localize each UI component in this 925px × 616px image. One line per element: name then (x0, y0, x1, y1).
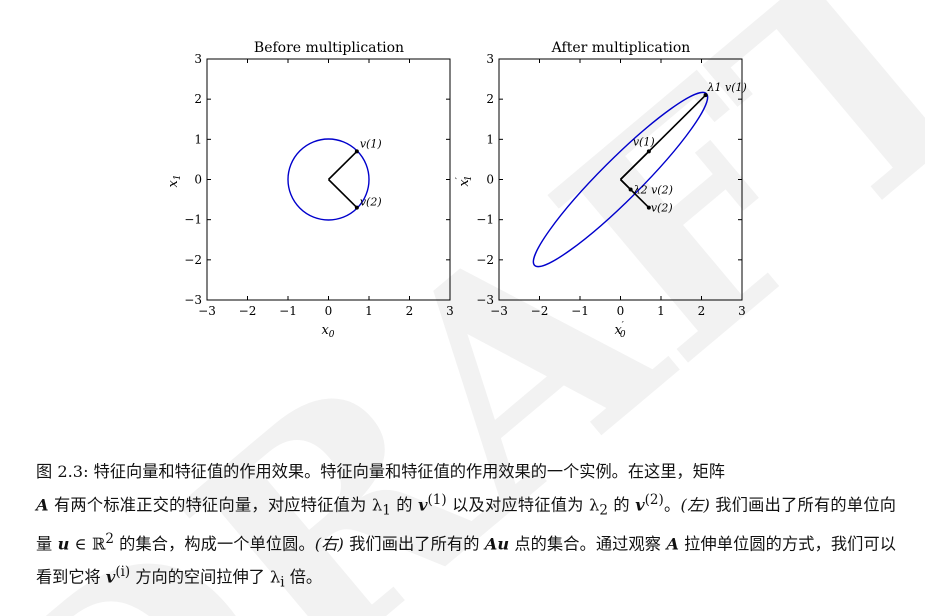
before-vector-v1 (327, 150, 358, 181)
before-title: Before multiplication (254, 40, 404, 56)
before-ytick-label: 3 (194, 52, 202, 66)
caption-matrix-a: A (36, 495, 49, 515)
caption-text: 图 2.3: 特征向量和特征值的作用效果。特征向量和特征值的作用效果的一个实例。… (36, 462, 725, 481)
before-ytick-label: −2 (184, 253, 202, 267)
after-vector-label-v1: v(1) (633, 135, 655, 148)
caption-left-tag: (左) (680, 495, 710, 515)
before-vector-label-v1: v(1) (360, 137, 382, 150)
after-vector-label-v2: v(2) (651, 202, 673, 215)
before-ytick-label: 0 (194, 173, 202, 187)
caption-text: 我们画出了所有的单位向量 (36, 495, 896, 554)
caption-superscript: (1) (427, 492, 447, 508)
after-vectors: λ1 v(1) v(1) λ2 v(2) v(2) (619, 81, 747, 215)
after-ytick-label: −2 (476, 253, 494, 267)
caption-superscript: (2) (644, 492, 664, 508)
caption-subscript: 1 (382, 502, 391, 519)
before-xtick-label: −1 (279, 304, 297, 318)
caption-vector-v: v (105, 567, 116, 587)
caption-text: 方向的空间拉伸了 λ (130, 567, 281, 587)
eigen-figure: Before multiplication −3−3−2−2−1−1001122… (166, 40, 747, 340)
caption-text: ∈ ℝ (69, 534, 106, 554)
caption-subscript: i (280, 574, 285, 591)
caption-text: 。 (663, 495, 681, 515)
caption-superscript: (i) (115, 564, 131, 581)
before-vector-tip-v1 (354, 149, 359, 154)
before-ytick-label: −1 (184, 213, 202, 227)
figure-caption: 图 2.3: 特征向量和特征值的作用效果。特征向量和特征值的作用效果的一个实例。… (36, 458, 896, 597)
after-panel: After multiplication −3−3 −2 −2 −1 −1 0 0 1 1 2 2 3… (455, 40, 747, 340)
caption-matrix-a: A (666, 534, 679, 554)
after-ytick-label: 0 (486, 173, 494, 187)
after-ytick-label: −1 (476, 213, 494, 227)
caption-vector-v: v (418, 495, 428, 515)
before-unit-circle (287, 138, 370, 221)
after-ytick-label: 3 (486, 52, 494, 66)
before-ytick-label: 2 (194, 92, 202, 106)
after-xtick-label: 2 (698, 304, 706, 318)
before-xtick-label: 2 (406, 304, 414, 318)
after-vector-v2 (619, 178, 650, 209)
after-vector-label-lambda1v1: λ1 v(1) (707, 81, 747, 94)
before-vector-tip-v2 (354, 205, 359, 210)
after-ylabel: x′1 (455, 175, 474, 186)
caption-text: 倍。 (284, 567, 323, 587)
before-ytick-label: 1 (194, 132, 202, 146)
caption-text: 拉伸单位圆的方式，我们可以看到它将 (36, 534, 896, 587)
after-ytick-label: −3 (476, 293, 494, 307)
caption-au: Au (484, 534, 510, 554)
after-ytick-label: 1 (486, 132, 494, 146)
before-xtick-label: −2 (239, 304, 257, 318)
before-panel: Before multiplication −3−3 −2 −2 −1 −1 0 0 1 1 2 2… (166, 40, 454, 340)
before-xtick-label: 3 (446, 304, 454, 318)
caption-text: 点的集合。通过观察 (509, 534, 667, 554)
caption-subscript: 2 (599, 502, 608, 519)
after-xtick-label: −2 (531, 304, 549, 318)
after-xtick-label: 3 (738, 304, 746, 318)
after-xtick-label: −1 (571, 304, 589, 318)
before-xtick-label: −3 (198, 304, 216, 318)
before-xtick-label: 1 (365, 304, 373, 318)
before-vector-label-v2: v(2) (360, 196, 382, 209)
before-vector-v2 (327, 178, 358, 209)
caption-text: 有两个标准正交的特征向量，对应特征值为 λ (48, 495, 383, 515)
after-title: After multiplication (551, 40, 691, 56)
after-xtick-label: 1 (657, 304, 665, 318)
after-vector-tip-lambda1v1 (703, 93, 708, 98)
before-xlabel: x0 (321, 323, 334, 340)
after-xtick-label: −3 (490, 304, 508, 318)
before-ytick-label: −3 (184, 293, 202, 307)
before-xtick-label: 0 (325, 304, 333, 318)
caption-text: 的 (390, 495, 419, 515)
caption-text: 的集合，构成一个单位圆。 (113, 534, 315, 554)
caption-vector-u: u (57, 534, 70, 554)
before-vectors: v(1) v(2) (327, 137, 382, 210)
after-vector-v1 (619, 150, 650, 181)
after-xtick-label: 0 (617, 304, 625, 318)
caption-text: 以及对应特征值为 λ (446, 495, 600, 515)
caption-text: 我们画出了所有的 (343, 534, 485, 554)
caption-superscript: 2 (105, 530, 114, 547)
after-ticks: −3−3 −2 −2 −1 −1 0 0 1 1 2 2 3 3 (476, 52, 746, 318)
caption-text: 的 (607, 495, 636, 515)
after-vector-tip-v1 (646, 149, 651, 154)
after-vector-label-lambda2v2: λ2 v(2) (633, 184, 673, 197)
caption-right-tag: (右) (314, 534, 344, 554)
caption-vector-v: v (635, 495, 645, 515)
before-ylabel: x1 (166, 174, 183, 187)
after-xlabel: x′ 0 (614, 321, 625, 340)
after-vector-tip-v2 (646, 205, 651, 210)
before-ticks: −3−3 −2 −2 −1 −1 0 0 1 1 2 2 3 3 (184, 52, 454, 318)
after-ytick-label: 2 (486, 92, 494, 106)
